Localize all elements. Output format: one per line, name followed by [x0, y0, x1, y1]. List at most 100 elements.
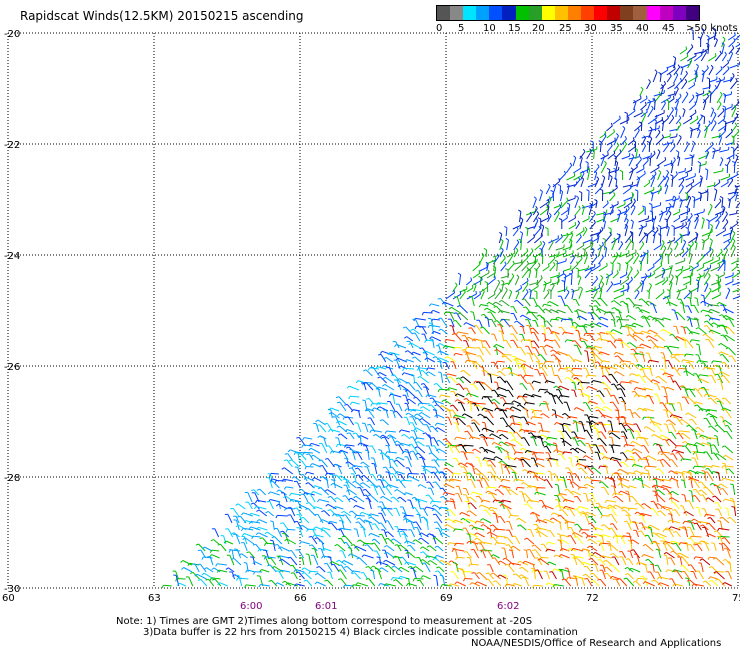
wind-barb-tick — [640, 224, 644, 228]
wind-barb-tick — [604, 160, 607, 164]
wind-barb-tick — [417, 402, 420, 407]
wind-barb — [713, 452, 720, 461]
wind-barb — [574, 208, 581, 216]
wind-barb — [598, 338, 609, 342]
wind-barb — [662, 540, 668, 552]
wind-barb — [689, 316, 693, 328]
wind-barb-tick — [705, 497, 709, 500]
wind-barb — [566, 185, 570, 195]
wind-barb — [720, 483, 728, 489]
wind-barb-tick — [536, 314, 540, 317]
wind-barb — [481, 541, 492, 545]
wind-barb-tick — [454, 543, 457, 547]
wind-barb — [237, 503, 246, 510]
wind-barb — [455, 346, 463, 349]
wind-barb-tick — [503, 441, 507, 445]
wind-barb — [529, 290, 532, 300]
wind-barb — [596, 406, 606, 412]
wind-barb-tick — [687, 244, 691, 247]
wind-barb-tick — [398, 429, 402, 433]
wind-barb — [596, 235, 600, 244]
wind-barb-tick — [648, 202, 653, 205]
wind-barb — [364, 542, 373, 545]
wind-barb-tick — [719, 212, 722, 216]
wind-barb — [626, 256, 634, 265]
wind-barb — [708, 533, 716, 538]
wind-barb — [661, 536, 668, 545]
wind-barb-tick — [613, 177, 618, 180]
wind-barb — [710, 308, 720, 314]
wind-barb-tick — [614, 160, 618, 163]
wind-barb — [666, 543, 675, 552]
wind-barb — [269, 501, 274, 510]
wind-barb-tick — [404, 350, 408, 353]
wind-barb-tick — [708, 425, 712, 428]
wind-barb-tick — [655, 114, 658, 118]
wind-barb — [555, 385, 563, 391]
wind-barb — [475, 361, 485, 370]
wind-barb — [481, 472, 490, 482]
wind-barb — [466, 462, 475, 468]
wind-barb — [272, 540, 276, 552]
wind-barb-tick — [722, 462, 726, 465]
wind-barb-tick — [668, 239, 672, 243]
wind-barb — [579, 315, 588, 321]
wind-barb-tick — [613, 237, 617, 241]
wind-barb-tick — [625, 314, 629, 318]
wind-barb — [704, 366, 716, 370]
wind-barb — [410, 521, 415, 531]
wind-barb — [588, 190, 590, 202]
wind-barb — [599, 283, 605, 293]
wind-barb-tick — [430, 471, 434, 474]
wind-barb-tick — [560, 234, 563, 238]
wind-barb-tick — [727, 59, 730, 64]
wind-barb — [543, 283, 547, 293]
wind-barb-tick — [678, 115, 682, 119]
wind-barb — [596, 305, 602, 314]
wind-barb — [632, 255, 640, 265]
wind-barb — [545, 401, 550, 412]
wind-barb-tick — [674, 445, 677, 449]
wind-barb-tick — [404, 402, 408, 405]
wind-barb-tick — [668, 431, 672, 434]
wind-barb — [729, 223, 738, 230]
wind-barb — [592, 359, 597, 370]
wind-barb — [675, 353, 687, 356]
wind-barb — [427, 367, 436, 370]
wind-barb-tick — [609, 231, 612, 235]
wind-barb — [620, 477, 630, 482]
wind-barb — [723, 238, 731, 244]
wind-barb — [448, 417, 453, 426]
wind-barb — [465, 451, 474, 454]
wind-barb-tick — [371, 462, 375, 465]
wind-barb — [701, 71, 705, 83]
wind-barb-tick — [652, 225, 655, 229]
wind-barb-tick — [481, 288, 485, 292]
wind-barb — [707, 36, 710, 48]
wind-barb — [358, 410, 361, 419]
wind-barb — [704, 333, 715, 342]
wind-barb — [654, 345, 666, 349]
wind-barb-tick — [649, 126, 653, 130]
wind-barb — [706, 325, 714, 335]
wind-barb-tick — [594, 406, 598, 410]
wind-barb — [604, 239, 606, 251]
wind-barb-tick — [610, 319, 615, 321]
wind-barb-tick — [478, 261, 481, 265]
wind-barb — [599, 297, 608, 307]
wind-barb — [667, 527, 675, 538]
wind-barb — [674, 509, 681, 517]
wind-barb — [715, 68, 723, 76]
wind-barb — [695, 242, 698, 251]
wind-barb — [533, 213, 540, 223]
wind-barb-tick — [685, 46, 688, 50]
wind-barb — [704, 144, 714, 153]
wind-barb-tick — [718, 135, 722, 138]
wind-barb — [544, 504, 554, 510]
wind-barb — [623, 401, 627, 412]
wind-barb — [544, 518, 555, 524]
wind-barb — [565, 505, 575, 510]
wind-barb — [223, 535, 227, 545]
wind-barb-tick — [521, 363, 525, 367]
wind-barb — [496, 343, 505, 349]
